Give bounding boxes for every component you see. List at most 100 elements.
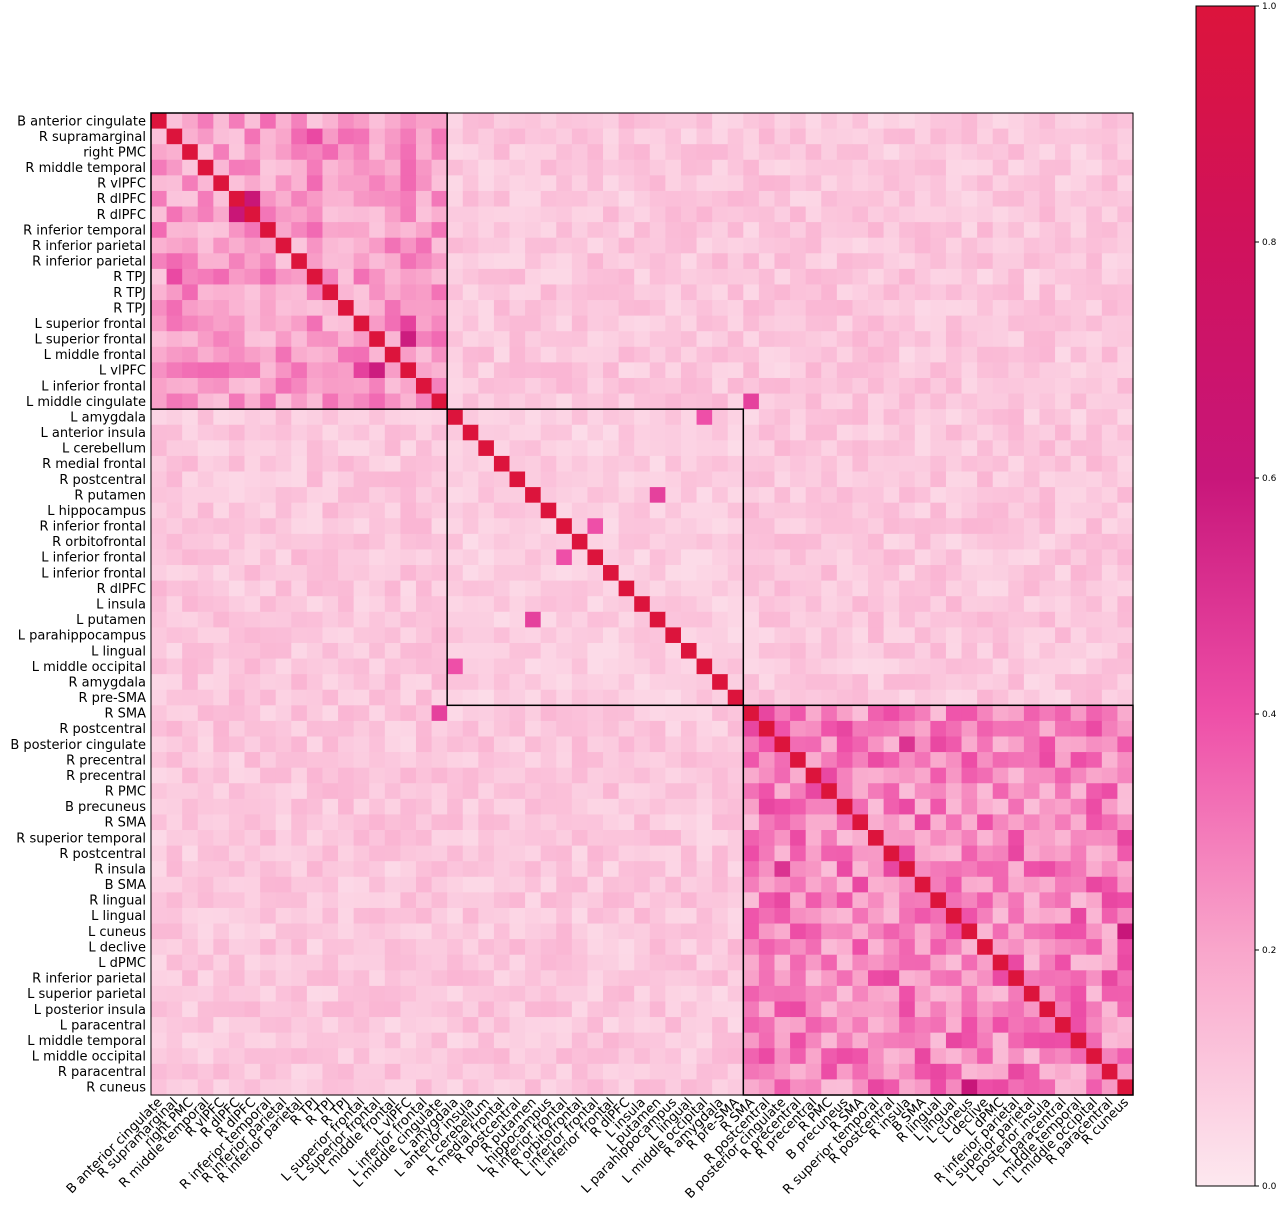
heatmap-cell <box>182 455 199 473</box>
heatmap-cell <box>1070 689 1087 706</box>
heatmap-cell <box>353 1048 370 1065</box>
heatmap-cell <box>306 518 324 535</box>
heatmap-cell <box>1101 923 1119 940</box>
heatmap-cell <box>322 113 339 130</box>
heatmap-cell <box>836 222 854 239</box>
heatmap-cell <box>1023 658 1041 675</box>
heatmap-cell <box>213 128 230 145</box>
heatmap-cell <box>462 627 479 644</box>
heatmap-cell <box>758 720 776 738</box>
heatmap-cell <box>1086 190 1103 208</box>
heatmap-cell <box>353 268 370 286</box>
heatmap-cell <box>961 518 978 535</box>
heatmap-cell <box>197 1001 214 1018</box>
heatmap-cell <box>493 970 511 987</box>
heatmap-cell <box>369 565 386 582</box>
heatmap-cell <box>805 159 822 176</box>
heatmap-cell <box>603 175 620 192</box>
heatmap-cell <box>649 876 666 893</box>
heatmap-cell <box>478 798 495 816</box>
heatmap-cell <box>213 237 230 254</box>
heatmap-cell <box>540 939 557 956</box>
heatmap-cell <box>805 222 822 239</box>
heatmap-cell <box>244 284 261 301</box>
heatmap-cell <box>415 939 433 956</box>
heatmap-cell <box>945 268 963 286</box>
heatmap-cell <box>431 985 448 1003</box>
heatmap-cell <box>1086 611 1103 628</box>
heatmap-cell <box>197 720 214 738</box>
heatmap-cell <box>696 596 713 613</box>
heatmap-cell <box>462 642 479 660</box>
heatmap-cell <box>571 237 589 254</box>
heatmap-cell <box>696 611 713 628</box>
heatmap-cell <box>696 565 713 582</box>
heatmap-cell <box>1101 674 1119 691</box>
heatmap-cell <box>868 144 885 161</box>
heatmap-cell <box>743 331 760 348</box>
heatmap-cell <box>571 377 589 395</box>
heatmap-cell <box>743 830 760 847</box>
heatmap-cell <box>431 1001 448 1018</box>
heatmap-cell <box>275 798 292 816</box>
heatmap-cell <box>665 1017 682 1034</box>
heatmap-cell <box>182 362 199 379</box>
heatmap-cell <box>1101 845 1119 862</box>
heatmap-cell <box>431 409 448 426</box>
heatmap-cell <box>1117 502 1134 519</box>
heatmap-cell <box>618 970 635 987</box>
heatmap-cell <box>743 237 760 254</box>
heatmap-cell <box>151 533 168 551</box>
heatmap-cell <box>727 845 744 862</box>
heatmap-cell <box>353 206 370 223</box>
heatmap-cell <box>914 315 931 332</box>
heatmap-cell <box>525 830 542 847</box>
heatmap-cell <box>556 1001 573 1018</box>
heatmap-cell <box>1070 752 1087 769</box>
heatmap-cell <box>556 642 573 660</box>
heatmap-cell <box>322 128 339 145</box>
heatmap-cell <box>977 705 994 722</box>
heatmap-cell <box>509 1017 526 1034</box>
heatmap-cell <box>821 424 838 441</box>
heatmap-cell <box>197 705 214 722</box>
heatmap-cell <box>680 393 698 410</box>
heatmap-cell <box>805 674 822 691</box>
heatmap-cell <box>213 424 230 441</box>
heatmap-cell <box>197 113 214 130</box>
heatmap-cell <box>821 596 838 613</box>
heatmap-cell <box>618 736 635 753</box>
heatmap-cell <box>914 689 931 706</box>
heatmap-cell <box>992 658 1009 675</box>
heatmap-cell <box>790 455 807 473</box>
heatmap-cell <box>883 658 900 675</box>
heatmap-cell <box>493 175 511 192</box>
heatmap-cell <box>353 783 370 800</box>
y-tick-label: L superior parietal <box>27 987 146 1002</box>
heatmap-cell <box>509 128 526 145</box>
heatmap-cell <box>992 487 1009 504</box>
heatmap-cell <box>197 798 214 816</box>
heatmap-cell <box>306 783 324 800</box>
heatmap-cell <box>556 1063 573 1081</box>
heatmap-cell <box>821 128 838 145</box>
heatmap-cell <box>618 284 635 301</box>
heatmap-cell <box>680 985 698 1003</box>
heatmap-cell <box>930 674 947 691</box>
heatmap-cell <box>977 1001 994 1018</box>
heatmap-cell <box>680 455 698 473</box>
heatmap-cell <box>1101 300 1119 317</box>
heatmap-cell <box>478 206 495 223</box>
heatmap-cell <box>260 689 277 706</box>
heatmap-cell <box>977 876 994 893</box>
heatmap-cell <box>649 190 666 208</box>
heatmap-cell <box>1101 954 1119 971</box>
heatmap-cell <box>649 705 666 722</box>
heatmap-cell <box>166 736 183 753</box>
heatmap-cell <box>509 923 526 940</box>
heatmap-cell <box>400 549 417 566</box>
heatmap-cell <box>961 424 978 441</box>
heatmap-cell <box>961 144 978 161</box>
heatmap-cell <box>228 580 246 597</box>
heatmap-cell <box>462 455 479 473</box>
